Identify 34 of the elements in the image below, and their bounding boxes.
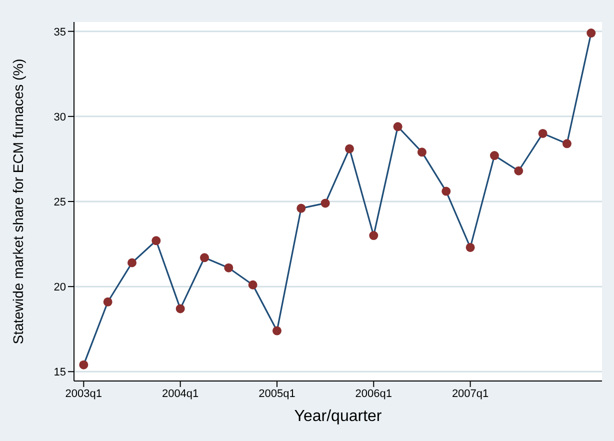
point	[562, 139, 572, 148]
y-tick-label: 25	[54, 196, 66, 208]
y-tick-label: 30	[54, 111, 66, 124]
x-tick-label: 2006q1	[355, 388, 392, 400]
point	[393, 122, 402, 132]
point	[514, 166, 524, 176]
point	[538, 128, 548, 138]
point	[200, 253, 209, 262]
x-tick-label: 2005q1	[258, 388, 296, 400]
point	[79, 360, 88, 370]
point	[344, 144, 354, 154]
point	[272, 326, 282, 336]
point	[176, 304, 185, 314]
y-tick-label: 20	[54, 281, 66, 294]
point	[127, 258, 136, 268]
point	[296, 204, 306, 213]
point	[586, 28, 596, 38]
x-tick-label: 2003q1	[65, 388, 102, 400]
point	[152, 236, 161, 246]
point	[320, 198, 330, 208]
point	[224, 263, 234, 272]
point	[442, 186, 451, 196]
x-axis-title: Year/quarter	[294, 408, 382, 425]
x-tick-label: 2007q1	[452, 388, 489, 400]
y-axis-title: Statewide market share for ECM furnaces (%)	[10, 58, 26, 344]
point	[248, 280, 258, 290]
point	[103, 297, 112, 306]
point	[490, 151, 499, 160]
point	[417, 148, 426, 157]
y-tick-label: 35	[54, 26, 66, 38]
x-tick-label: 2004q1	[162, 388, 199, 400]
point	[369, 231, 378, 240]
y-tick-label: 15	[54, 366, 66, 379]
point	[466, 242, 475, 252]
